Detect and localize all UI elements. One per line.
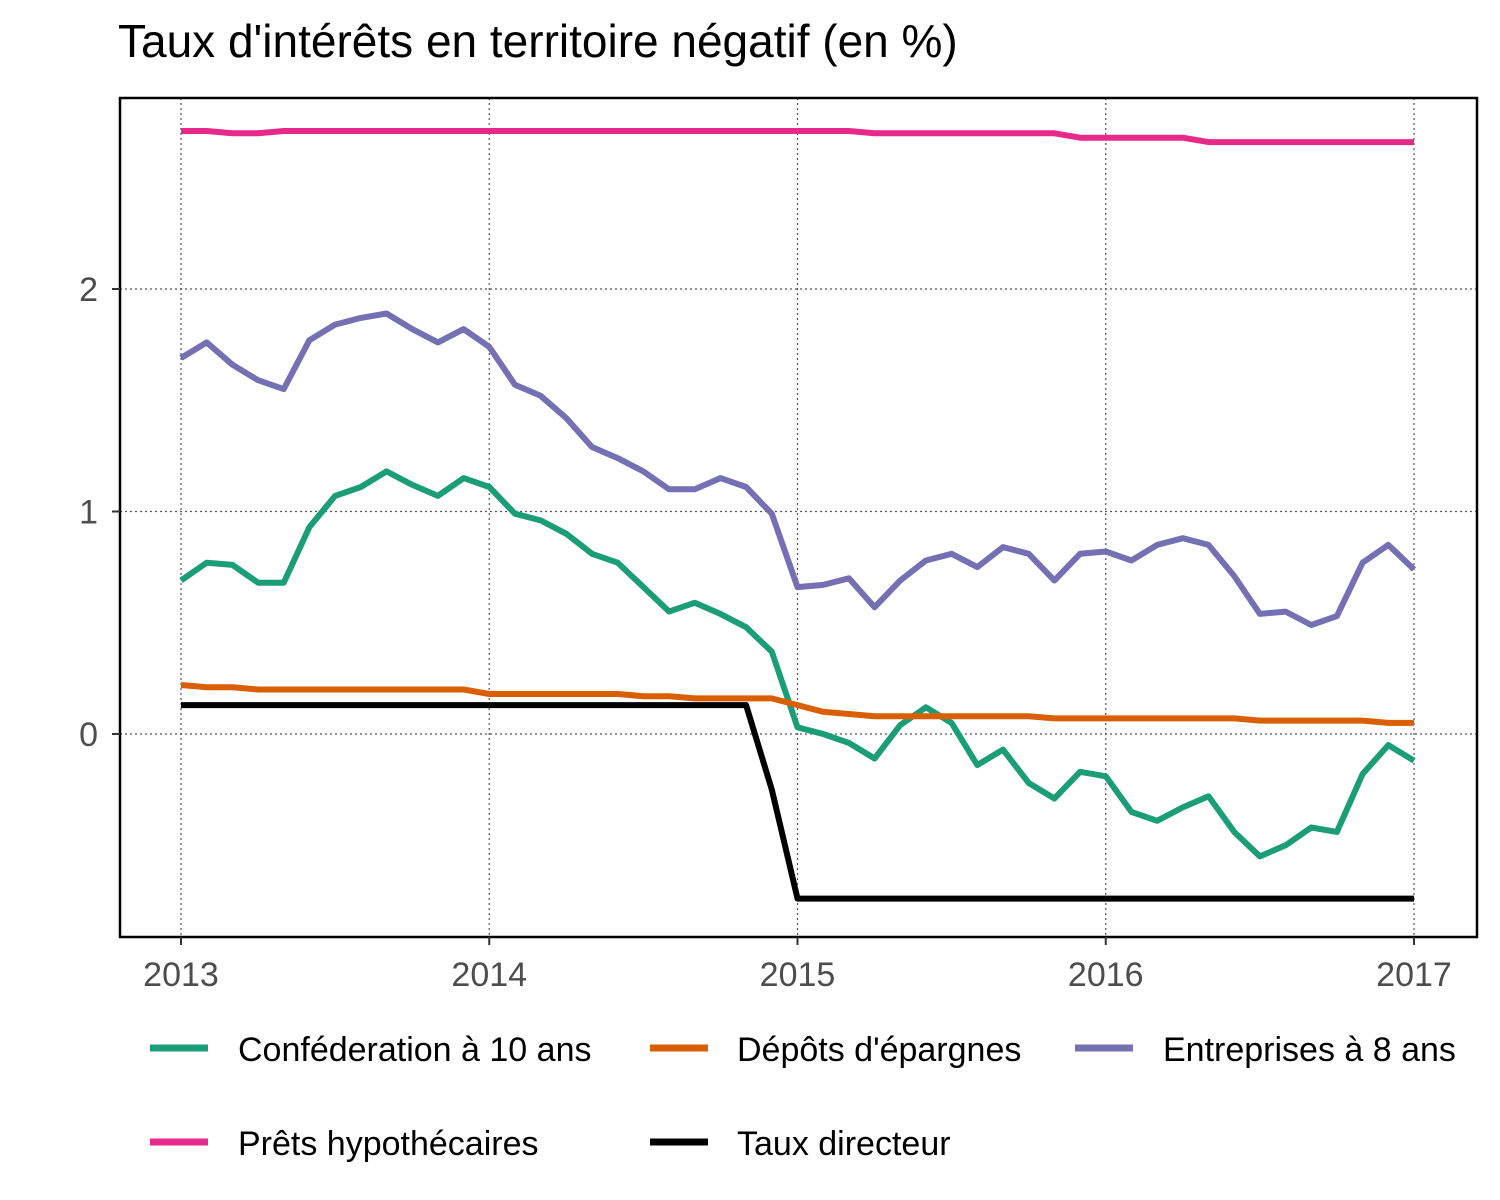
y-axis: 0 1 2: [79, 271, 120, 754]
legend-item: Entreprises à 8 ans: [1075, 1031, 1456, 1069]
y-tick-label: 1: [79, 494, 98, 532]
series-line-taux-directeur: [181, 702, 1414, 902]
x-tick-label: 2015: [760, 956, 836, 994]
x-tick-label: 2016: [1068, 956, 1144, 994]
legend-item: Prêts hypothécaires: [150, 1125, 539, 1163]
series-lines: [179, 128, 1417, 902]
legend-label: Taux directeur: [737, 1125, 951, 1163]
chart-title: Taux d'intérêts en territoire négatif (e…: [118, 15, 958, 67]
legend-item: Conféderation à 10 ans: [150, 1031, 591, 1069]
series-line-confederation-a-10-ans: [179, 468, 1416, 860]
series-line-entreprises-a-8-ans: [179, 310, 1417, 628]
legend-item: Taux directeur: [650, 1125, 951, 1163]
y-tick-label: 0: [79, 716, 98, 754]
series-line-prets-hypothecaires: [181, 128, 1414, 146]
x-tick-label: 2014: [451, 956, 527, 994]
y-tick-label: 2: [79, 271, 98, 309]
x-axis: 2013 2014 2015 2016 2017: [143, 937, 1452, 994]
series-line-depots-d-epargnes: [180, 682, 1414, 726]
legend-label: Prêts hypothécaires: [238, 1125, 539, 1163]
legend: Conféderation à 10 ans Dépôts d'épargnes E…: [150, 1031, 1456, 1163]
legend-label: Dépôts d'épargnes: [737, 1031, 1021, 1069]
legend-label: Entreprises à 8 ans: [1163, 1031, 1456, 1069]
plot-border: [118, 96, 1479, 939]
legend-label: Conféderation à 10 ans: [238, 1031, 591, 1069]
grid: [120, 98, 1477, 937]
legend-item: Dépôts d'épargnes: [650, 1031, 1021, 1069]
x-tick-label: 2013: [143, 956, 219, 994]
x-tick-label: 2017: [1376, 956, 1452, 994]
